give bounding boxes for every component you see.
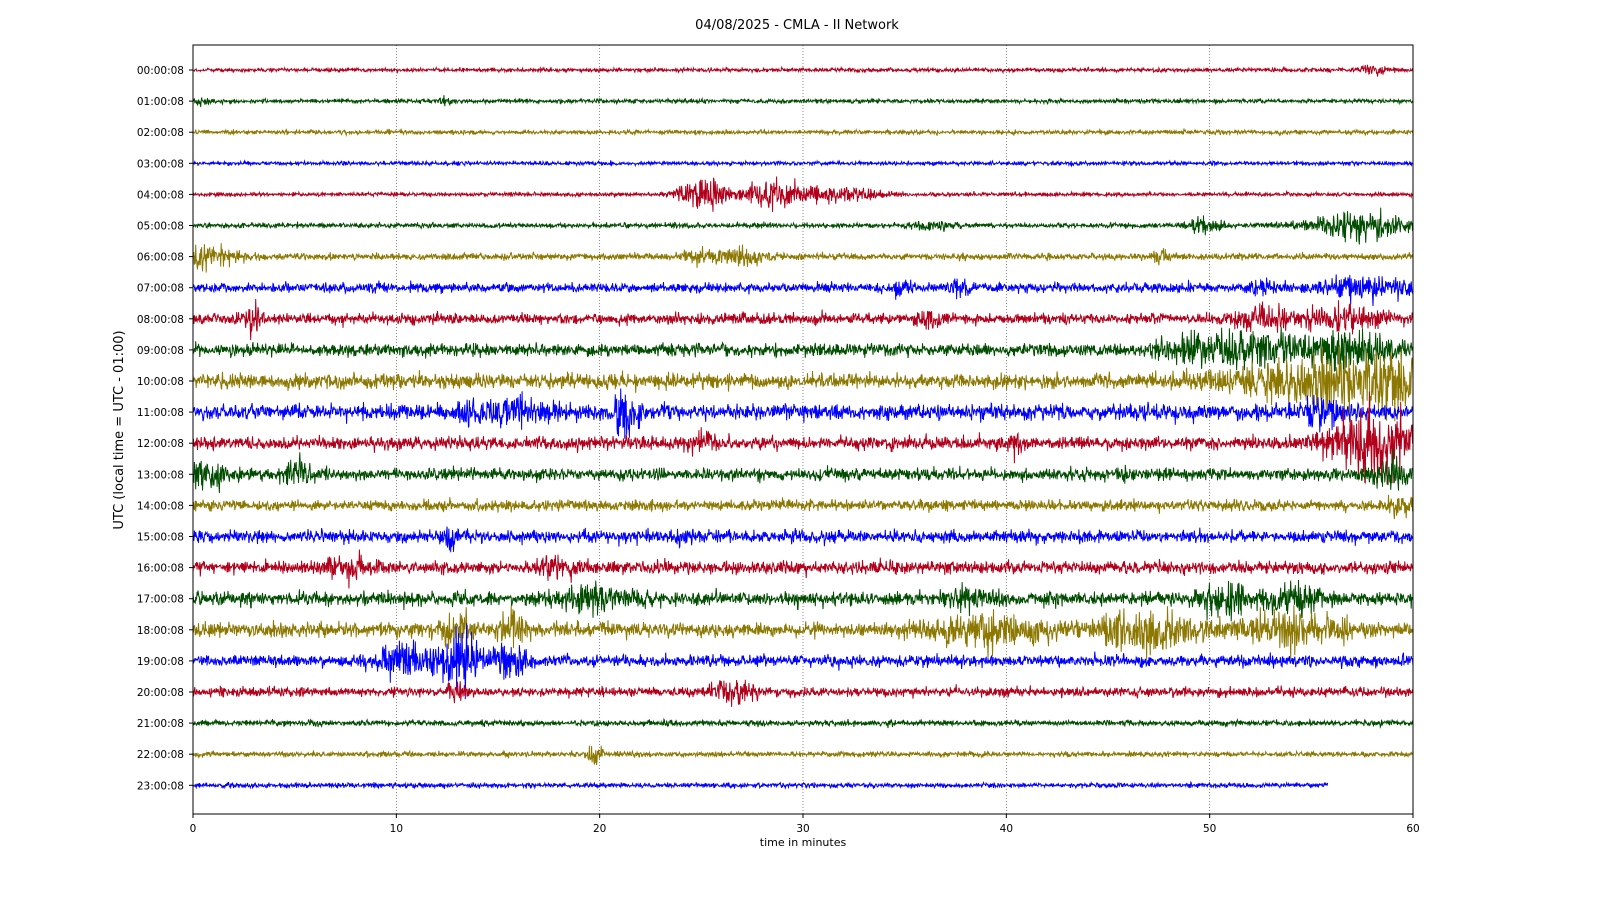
trace-13-00-08	[192, 448, 1414, 494]
trace-12-00-08	[192, 391, 1414, 485]
trace-02-00-08	[192, 127, 1414, 138]
chart-title: 04/08/2025 - CMLA - II Network	[695, 18, 899, 33]
trace-16-00-08	[192, 549, 1414, 589]
traces-layer	[192, 64, 1414, 790]
trace-08-00-08	[192, 298, 1414, 341]
y-tick-label: 21:00:08	[137, 718, 184, 730]
y-tick-label: 08:00:08	[137, 314, 184, 326]
trace-15-00-08	[192, 526, 1414, 553]
trace-09-00-08	[192, 326, 1414, 378]
trace-18-00-08	[192, 605, 1414, 661]
trace-14-00-08	[192, 494, 1414, 520]
trace-22-00-08	[192, 745, 1414, 766]
y-tick-label: 00:00:08	[137, 65, 184, 77]
x-tick-label: 10	[390, 823, 403, 835]
y-tick-label: 14:00:08	[137, 500, 184, 512]
y-tick-label: 12:00:08	[137, 438, 184, 450]
trace-05-00-08	[192, 207, 1414, 245]
trace-07-00-08	[192, 274, 1414, 307]
grid-layer	[395, 45, 1211, 814]
y-axis-label: UTC (local time = UTC - 01:00)	[112, 330, 127, 529]
trace-00-00-08	[192, 64, 1414, 77]
x-axis: 0 10 20 30 40 50 60	[190, 814, 1420, 835]
trace-17-00-08	[192, 579, 1414, 622]
trace-04-00-08	[192, 176, 1414, 212]
y-tick-label: 18:00:08	[137, 625, 184, 637]
trace-11-00-08	[192, 388, 1414, 439]
y-tick-label: 03:00:08	[137, 158, 184, 170]
y-tick-label: 02:00:08	[137, 127, 184, 139]
y-tick-label: 17:00:08	[137, 594, 184, 606]
y-tick-label: 20:00:08	[137, 687, 184, 699]
y-tick-label: 11:00:08	[137, 407, 184, 419]
y-tick-label: 22:00:08	[137, 749, 184, 761]
trace-19-00-08	[192, 623, 1414, 700]
y-tick-label: 06:00:08	[137, 252, 184, 264]
trace-01-00-08	[192, 95, 1414, 108]
trace-23-00-08	[192, 780, 1329, 790]
y-tick-label: 04:00:08	[137, 189, 184, 201]
y-tick-label: 15:00:08	[137, 532, 184, 544]
y-tick-label: 16:00:08	[137, 563, 184, 575]
x-tick-label: 30	[796, 823, 809, 835]
y-tick-label: 13:00:08	[137, 469, 184, 481]
y-tick-label: 01:00:08	[137, 96, 184, 108]
x-tick-label: 40	[1000, 823, 1013, 835]
x-axis-label: time in minutes	[760, 836, 847, 849]
y-axis: 00:00:08 01:00:08 02:00:08 03:00:08 04:00:08…	[137, 65, 193, 792]
y-tick-label: 05:00:08	[137, 221, 184, 233]
x-tick-label: 0	[190, 823, 197, 835]
trace-06-00-08	[192, 243, 1414, 273]
y-tick-label: 10:00:08	[137, 376, 184, 388]
x-tick-label: 60	[1406, 823, 1419, 835]
trace-03-00-08	[192, 159, 1414, 168]
y-tick-label: 09:00:08	[137, 345, 184, 357]
x-tick-label: 20	[593, 823, 606, 835]
trace-21-00-08	[192, 717, 1414, 730]
x-tick-label: 50	[1203, 823, 1216, 835]
y-tick-label: 19:00:08	[137, 656, 184, 668]
trace-20-00-08	[192, 679, 1414, 707]
y-tick-label: 23:00:08	[137, 780, 184, 792]
trace-10-00-08	[192, 345, 1414, 422]
y-tick-label: 07:00:08	[137, 283, 184, 295]
